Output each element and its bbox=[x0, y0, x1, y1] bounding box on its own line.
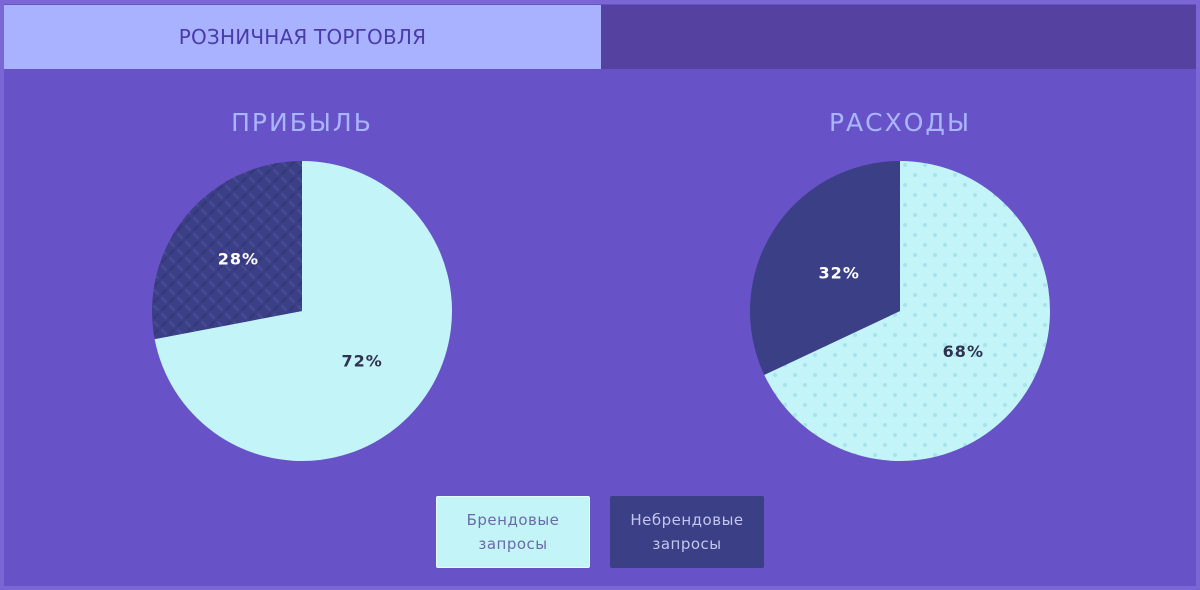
legend: Брендовые запросы Небрендовые запросы bbox=[0, 496, 1200, 568]
tab-retail[interactable]: РОЗНИЧНАЯ ТОРГОВЛЯ bbox=[4, 5, 601, 69]
chart-title-profit: ПРИБЫЛЬ bbox=[231, 108, 373, 137]
pie-label-brand: 72% bbox=[341, 352, 382, 371]
legend-item-brand[interactable]: Брендовые запросы bbox=[436, 496, 590, 568]
chart-title-expenses: РАСХОДЫ bbox=[828, 108, 972, 137]
pie-slice-brand[interactable] bbox=[154, 161, 453, 462]
pie-slice-brand[interactable] bbox=[764, 161, 1050, 461]
tab-bar: РОЗНИЧНАЯ ТОРГОВЛЯ bbox=[4, 5, 1196, 69]
legend-label-brand: Брендовые запросы bbox=[466, 511, 560, 553]
pie-label-nonbrand: 32% bbox=[819, 263, 860, 282]
legend-item-nonbrand[interactable]: Небрендовые запросы bbox=[610, 496, 764, 568]
tab-second[interactable] bbox=[601, 5, 1196, 69]
pie-slice-nonbrand[interactable] bbox=[152, 161, 302, 340]
pie-expenses: 68% 32% bbox=[749, 161, 1050, 461]
pie-label-brand: 68% bbox=[943, 342, 984, 361]
pie-profit: 72% 28% bbox=[152, 161, 453, 462]
legend-label-nonbrand: Небрендовые запросы bbox=[630, 511, 744, 553]
pie-label-nonbrand: 28% bbox=[218, 249, 259, 268]
pie-slice-nonbrand[interactable] bbox=[749, 161, 900, 375]
